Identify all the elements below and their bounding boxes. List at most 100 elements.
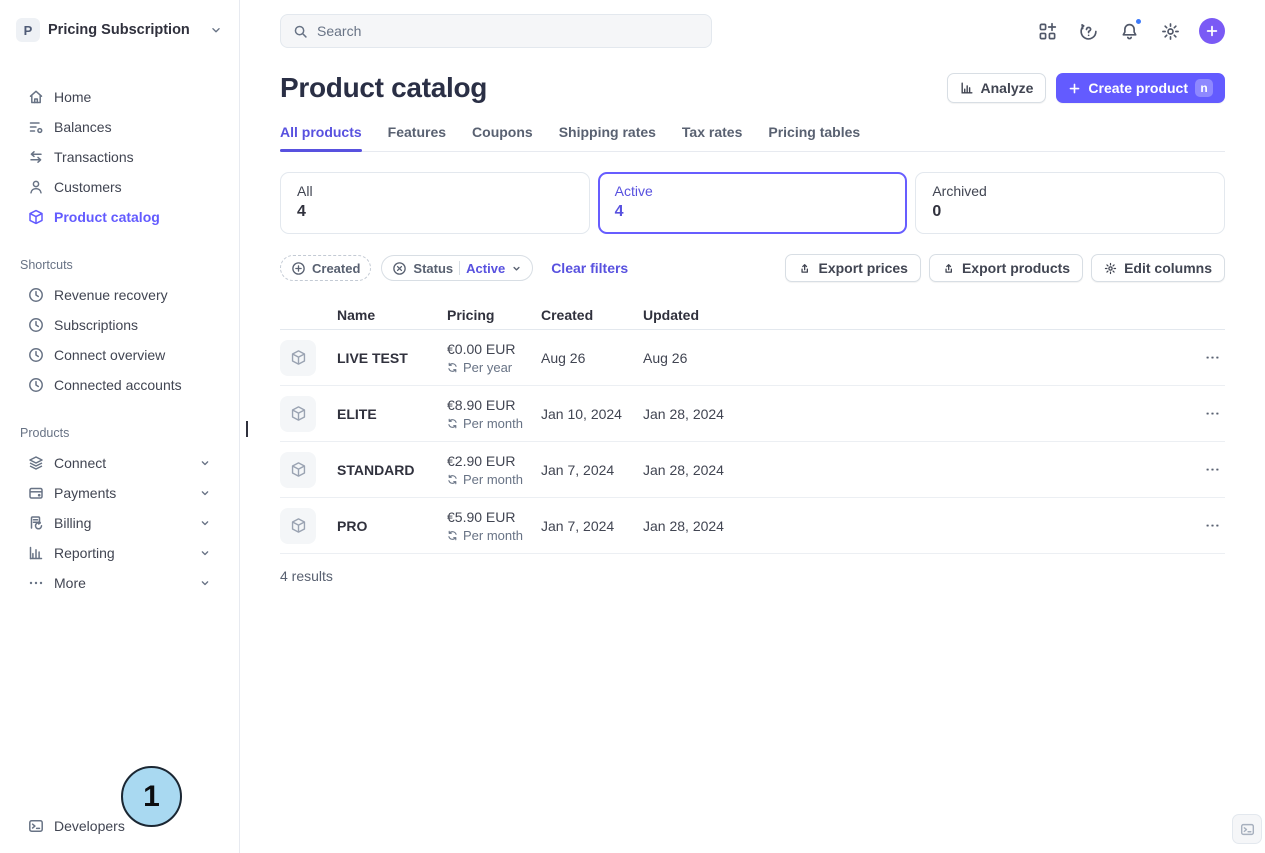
terminal-icon bbox=[1240, 822, 1255, 837]
sidebar-item-connected-accounts[interactable]: Connected accounts bbox=[12, 370, 227, 400]
analyze-button[interactable]: Analyze bbox=[946, 73, 1047, 103]
settings-gear-icon[interactable] bbox=[1158, 19, 1182, 43]
sidebar-item-connect-overview[interactable]: Connect overview bbox=[12, 340, 227, 370]
summary-card-archived[interactable]: Archived 0 bbox=[915, 172, 1226, 234]
summary-cards: All 4 Active 4 Archived 0 bbox=[280, 172, 1226, 234]
table-row[interactable]: LIVE TEST €0.00 EUR Per year Aug 26 Aug … bbox=[280, 330, 1225, 386]
help-icon[interactable] bbox=[1076, 19, 1100, 43]
product-cube-icon bbox=[280, 395, 316, 432]
export-icon bbox=[798, 262, 811, 275]
developer-console-button[interactable] bbox=[1232, 814, 1262, 844]
terminal-icon bbox=[28, 818, 44, 834]
clear-filters-link[interactable]: Clear filters bbox=[551, 260, 629, 276]
created-filter-pill[interactable]: Created bbox=[280, 255, 372, 281]
header-actions: Analyze Create product n bbox=[946, 73, 1225, 103]
sidebar-item-product-catalog[interactable]: Product catalog bbox=[12, 202, 227, 232]
account-switcher[interactable]: P Pricing Subscription bbox=[12, 18, 227, 42]
chevron-down-icon bbox=[199, 547, 211, 559]
apps-grid-icon[interactable] bbox=[1035, 19, 1059, 43]
sidebar-item-revenue-recovery[interactable]: Revenue recovery bbox=[12, 280, 227, 310]
tab-features[interactable]: Features bbox=[387, 124, 447, 140]
search-field[interactable] bbox=[317, 23, 699, 39]
plus-icon bbox=[1068, 82, 1081, 95]
create-product-button[interactable]: Create product n bbox=[1056, 73, 1225, 103]
summary-card-all[interactable]: All 4 bbox=[280, 172, 590, 234]
sidebar-item-label: Balances bbox=[54, 119, 112, 135]
remove-filter-icon[interactable] bbox=[392, 261, 407, 276]
tab-tax-rates[interactable]: Tax rates bbox=[681, 124, 743, 140]
recurring-icon bbox=[447, 474, 458, 485]
sidebar: P Pricing Subscription Home Balances bbox=[0, 0, 240, 853]
table-row[interactable]: STANDARD €2.90 EUR Per month Jan 7, 2024… bbox=[280, 442, 1225, 498]
sidebar-item-label: Customers bbox=[54, 179, 122, 195]
filter-row: Created Status Active Clear filters bbox=[280, 254, 1225, 282]
tab-coupons[interactable]: Coupons bbox=[472, 124, 533, 140]
sidebar-item-developers[interactable]: Developers bbox=[12, 811, 227, 841]
sidebar-item-customers[interactable]: Customers bbox=[12, 172, 227, 202]
plus-circle-icon bbox=[291, 261, 306, 276]
summary-card-active[interactable]: Active 4 bbox=[597, 172, 908, 234]
sidebar-item-balances[interactable]: Balances bbox=[12, 112, 227, 142]
product-name: LIVE TEST bbox=[337, 349, 408, 366]
table-row[interactable]: ELITE €8.90 EUR Per month Jan 10, 2024 J… bbox=[280, 386, 1225, 442]
create-plus-avatar[interactable] bbox=[1199, 18, 1225, 44]
search-input[interactable] bbox=[280, 14, 712, 48]
product-name: STANDARD bbox=[337, 461, 415, 478]
transactions-icon bbox=[28, 149, 44, 165]
table-row[interactable]: PRO €5.90 EUR Per month Jan 7, 2024 Jan … bbox=[280, 498, 1225, 554]
tab-pricing-tables[interactable]: Pricing tables bbox=[768, 124, 861, 140]
products-group-label: Products bbox=[20, 426, 70, 440]
chevron-down-icon bbox=[199, 457, 211, 469]
edit-columns-button[interactable]: Edit columns bbox=[1091, 254, 1225, 282]
recurring-icon bbox=[447, 418, 458, 429]
pill-divider bbox=[459, 261, 461, 275]
topbar-icons bbox=[1035, 17, 1225, 44]
tab-all-products[interactable]: All products bbox=[280, 124, 362, 152]
sidebar-item-label: More bbox=[54, 575, 86, 591]
search-icon bbox=[293, 24, 308, 39]
chevron-down-icon bbox=[199, 487, 211, 499]
main-content: Product catalog Analyze Create product n bbox=[240, 0, 1265, 853]
notifications-icon[interactable] bbox=[1117, 17, 1143, 43]
row-overflow-menu-icon[interactable] bbox=[1185, 517, 1225, 534]
sidebar-item-subscriptions[interactable]: Subscriptions bbox=[12, 310, 227, 340]
sidebar-item-label: Payments bbox=[54, 485, 117, 501]
status-filter-pill[interactable]: Status Active bbox=[381, 255, 534, 281]
analyze-chart-icon bbox=[960, 81, 974, 95]
row-overflow-menu-icon[interactable] bbox=[1185, 405, 1225, 422]
shortcuts-group-label: Shortcuts bbox=[20, 258, 73, 272]
product-name: ELITE bbox=[337, 405, 377, 422]
row-overflow-menu-icon[interactable] bbox=[1185, 349, 1225, 366]
home-icon bbox=[28, 89, 44, 105]
sidebar-item-connect[interactable]: Connect bbox=[12, 448, 227, 478]
sidebar-item-reporting[interactable]: Reporting bbox=[12, 538, 227, 568]
sidebar-item-label: Subscriptions bbox=[54, 317, 139, 333]
export-prices-button[interactable]: Export prices bbox=[785, 254, 921, 282]
sidebar-item-home[interactable]: Home bbox=[12, 82, 227, 112]
tab-shipping-rates[interactable]: Shipping rates bbox=[558, 124, 656, 140]
row-overflow-menu-icon[interactable] bbox=[1185, 461, 1225, 478]
text-cursor-artifact bbox=[246, 421, 248, 437]
sidebar-main-nav: Home Balances Transactions Customers bbox=[12, 82, 227, 232]
sidebar-item-payments[interactable]: Payments bbox=[12, 478, 227, 508]
clock-icon bbox=[28, 317, 44, 333]
ellipsis-icon bbox=[28, 575, 44, 591]
sidebar-item-transactions[interactable]: Transactions bbox=[12, 142, 227, 172]
invoice-icon bbox=[28, 515, 44, 531]
topbar bbox=[280, 0, 1225, 48]
sidebar-item-label: Home bbox=[54, 89, 92, 105]
account-name: Pricing Subscription bbox=[48, 22, 190, 38]
sidebar-item-label: Connect bbox=[54, 455, 107, 471]
product-cube-icon bbox=[280, 339, 316, 376]
clock-icon bbox=[28, 377, 44, 393]
updated-date: Jan 28, 2024 bbox=[643, 461, 724, 478]
sidebar-item-billing[interactable]: Billing bbox=[12, 508, 227, 538]
sidebar-item-label: Connect overview bbox=[54, 347, 166, 363]
pricing-cell: €0.00 EUR Per year bbox=[447, 340, 516, 375]
bar-chart-icon bbox=[28, 545, 44, 561]
gear-icon bbox=[1104, 262, 1117, 275]
sidebar-item-more[interactable]: More bbox=[12, 568, 227, 598]
export-products-button[interactable]: Export products bbox=[928, 254, 1084, 282]
column-header-pricing: Pricing bbox=[447, 306, 495, 323]
